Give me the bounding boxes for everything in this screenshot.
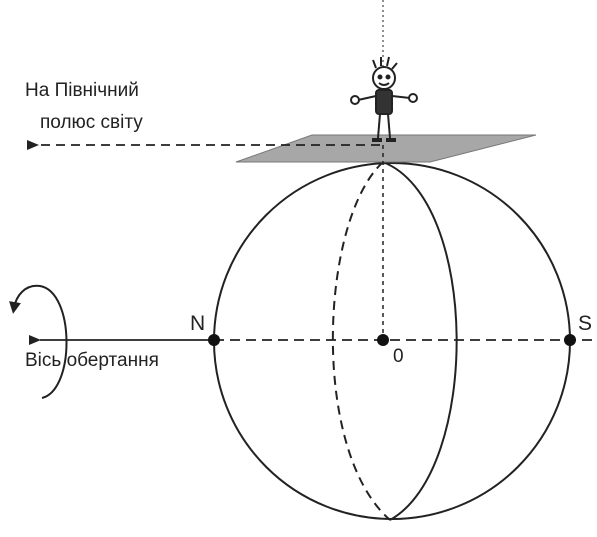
meridian-front xyxy=(383,162,457,520)
pole-label-line1: На Північний xyxy=(25,80,139,101)
center-label: 0 xyxy=(393,346,404,367)
globe xyxy=(214,163,570,519)
south-label: S xyxy=(578,312,592,335)
observer xyxy=(351,57,417,140)
axis-label: Вісь обертання xyxy=(25,350,159,371)
page: На Північний полюс світу N S 0 Вісь обер… xyxy=(0,0,597,532)
north-point xyxy=(208,334,220,346)
rotation-arrow xyxy=(14,286,67,398)
pole-label-line2: полюс світу xyxy=(40,112,143,133)
center-point xyxy=(377,334,389,346)
north-label: N xyxy=(190,312,205,335)
diagram: На Північний полюс світу N S 0 Вісь обер… xyxy=(0,0,597,532)
south-point xyxy=(564,334,576,346)
